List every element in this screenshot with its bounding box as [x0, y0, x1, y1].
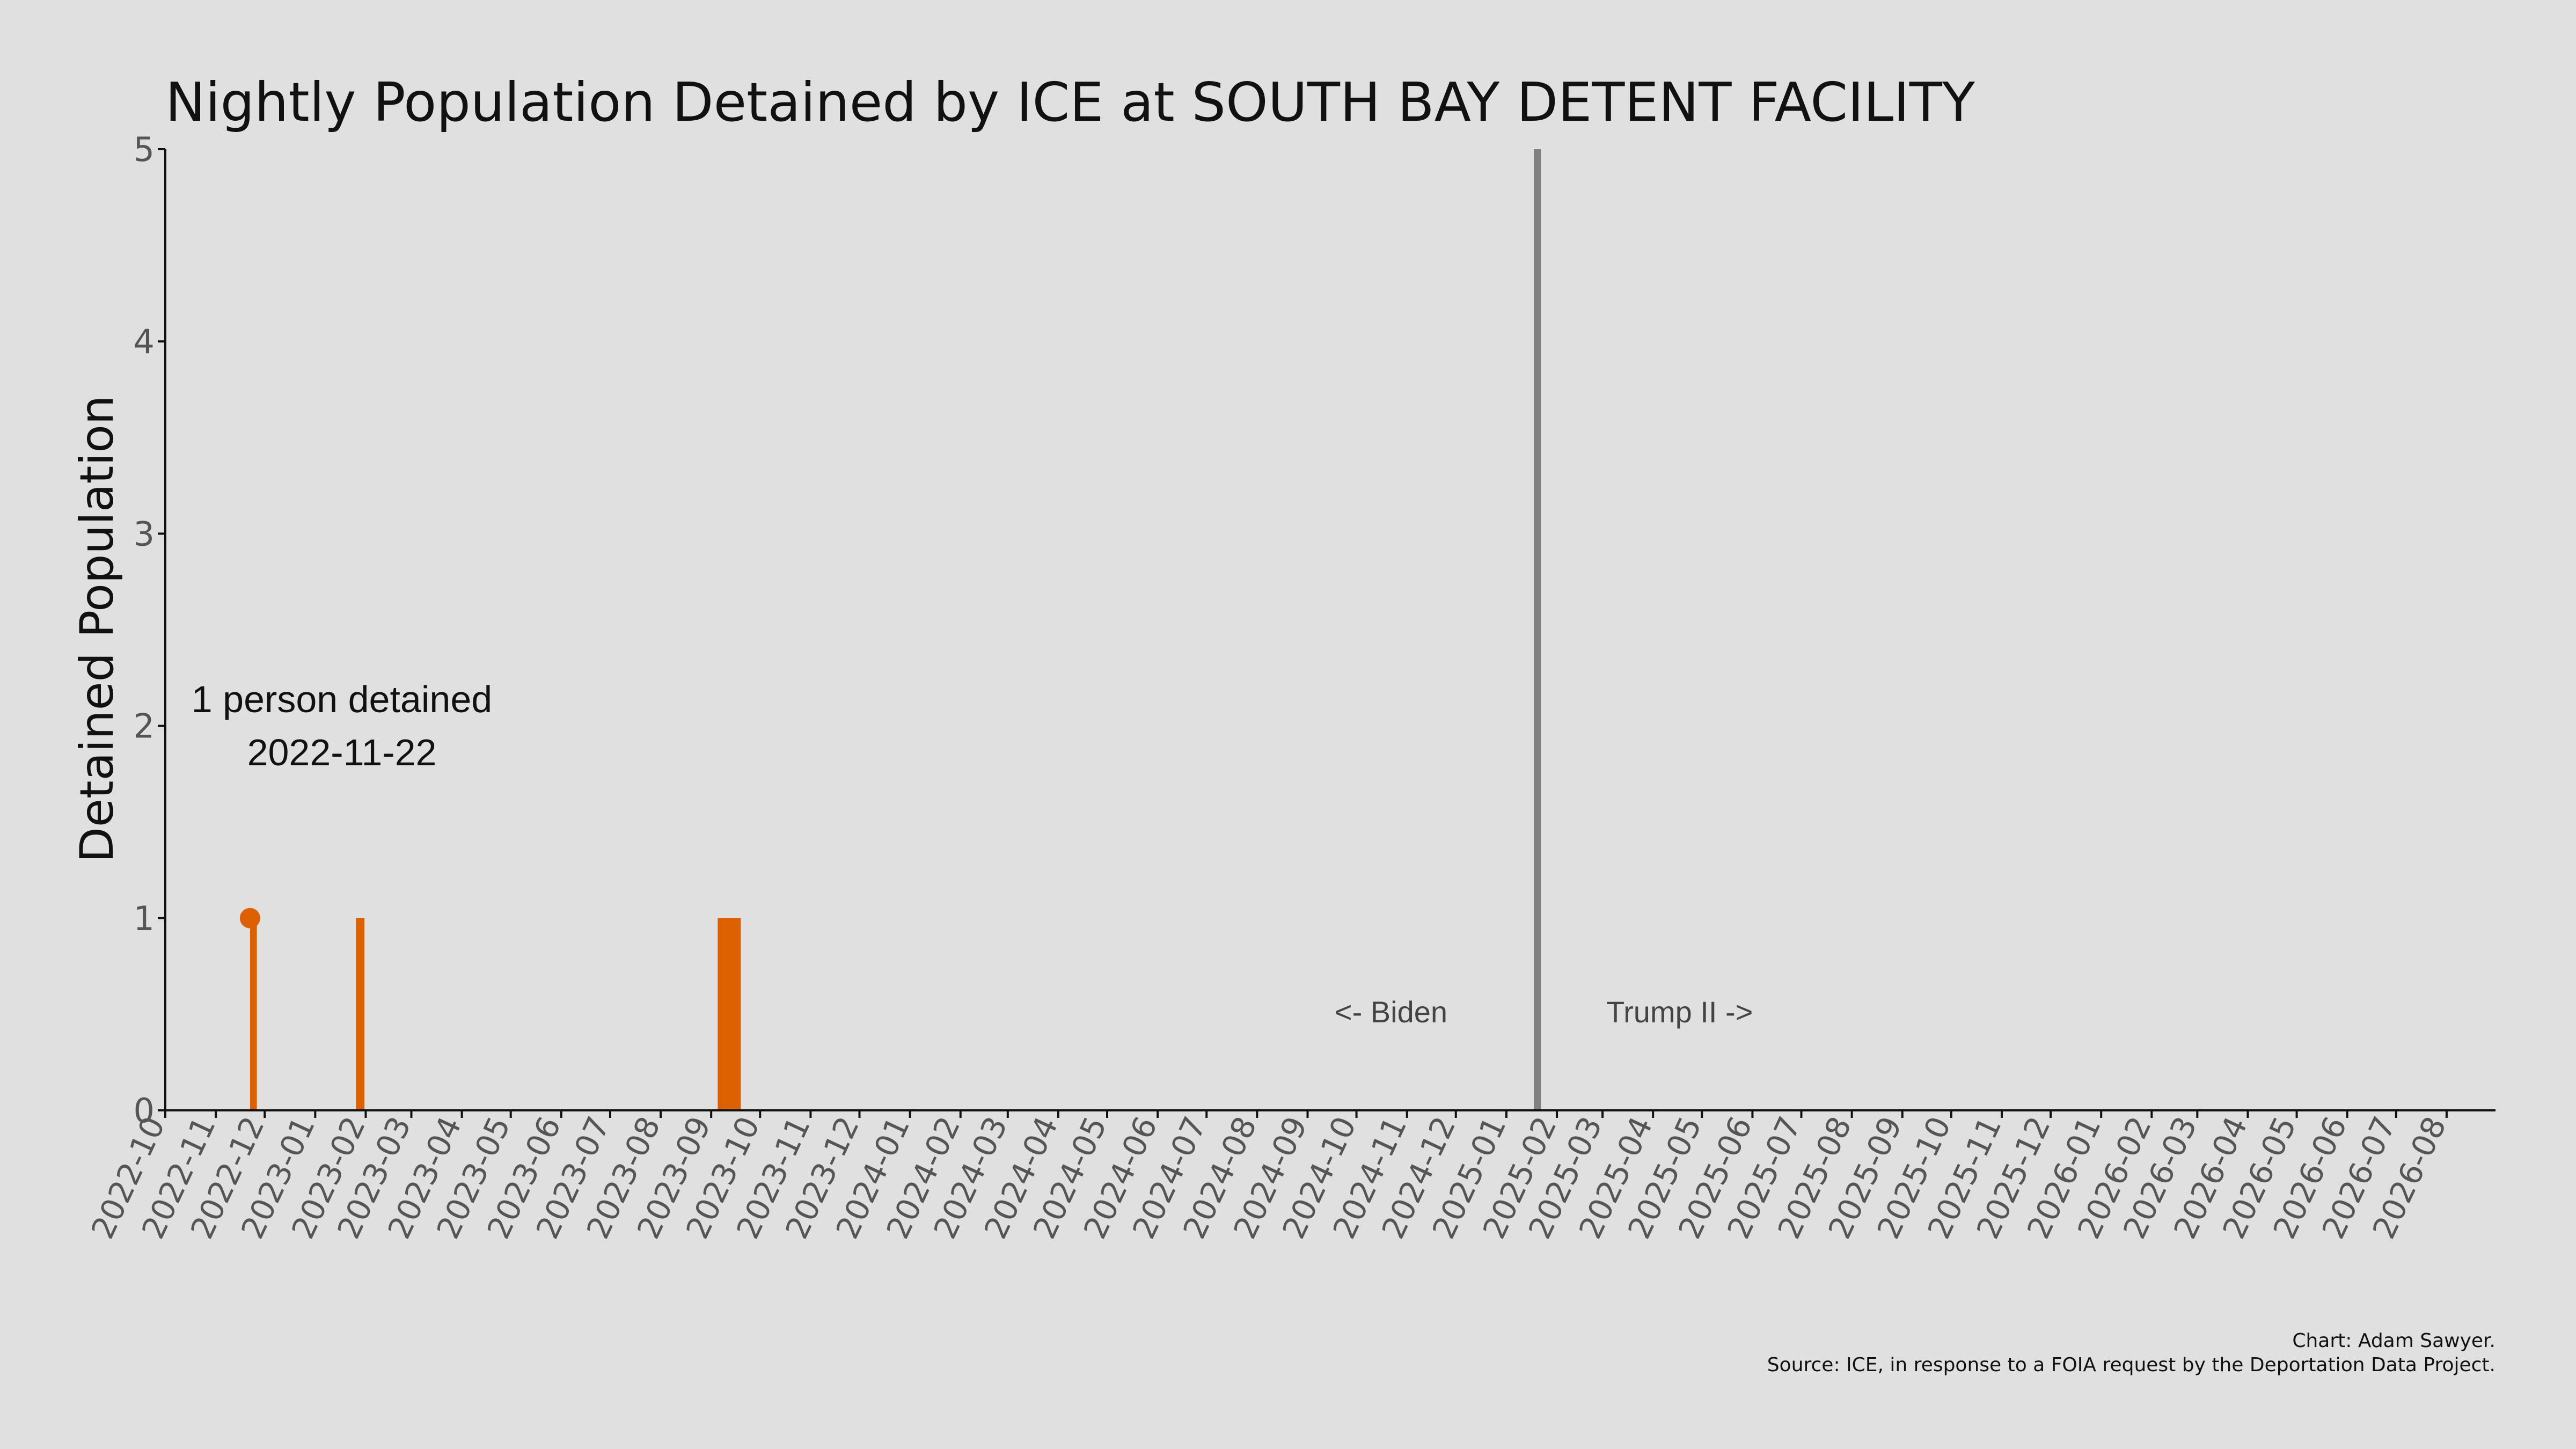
bar-2022-11-23: [251, 918, 254, 1110]
era-label-biden: <- Biden: [1335, 995, 1447, 1029]
y-axis-label: Detained Population: [70, 396, 124, 863]
bar-2023-09-10: [726, 918, 728, 1110]
y-tick-label-2: 2: [134, 707, 155, 746]
bar-2023-09-15: [734, 918, 736, 1110]
bar-2023-01-28: [359, 918, 361, 1110]
era-label-trump: Trump II ->: [1606, 995, 1753, 1029]
bar-2023-09-16: [735, 918, 738, 1110]
y-tick-label-3: 3: [134, 514, 155, 553]
bar-2023-09-09: [724, 918, 727, 1110]
bar-2023-01-27: [357, 918, 360, 1110]
bar-2022-11-22: [250, 918, 252, 1110]
highlight-marker: [239, 908, 260, 928]
bar-2023-09-05: [718, 918, 720, 1110]
y-ticks: 0 1 2 3 4 5: [134, 130, 165, 1130]
bar-2023-09-11: [727, 918, 730, 1110]
bar-2022-11-25: [255, 918, 257, 1110]
bar-2023-09-14: [732, 918, 735, 1110]
bar-2023-01-29: [361, 918, 363, 1110]
y-tick-label-5: 5: [134, 130, 155, 169]
bar-2023-09-17: [737, 918, 740, 1110]
axes-layer: [164, 149, 2496, 1111]
credit-author: Chart: Adam Sawyer.: [2292, 1330, 2496, 1352]
bar-2023-09-13: [730, 918, 733, 1110]
bar-2023-01-30: [362, 918, 365, 1110]
x-ticks: 2022-102022-112022-122023-012023-022023-…: [84, 1110, 2454, 1245]
bar-2023-09-18: [738, 918, 741, 1110]
bar-2023-09-06: [719, 918, 721, 1110]
bar-2023-01-26: [356, 918, 358, 1110]
highlight-label-date: 2022-11-22: [247, 731, 437, 773]
y-tick-label-0: 0: [134, 1091, 155, 1130]
bar-2022-11-24: [253, 918, 255, 1110]
bar-2023-09-07: [721, 918, 723, 1110]
y-tick-label-1: 1: [134, 899, 155, 938]
credit-source: Source: ICE, in response to a FOIA reque…: [1767, 1354, 2496, 1376]
highlight-label-count: 1 person detained: [192, 678, 492, 720]
bar-2023-09-12: [729, 918, 731, 1110]
bars-layer: [239, 908, 741, 1110]
bar-2023-09-08: [722, 918, 725, 1110]
chart-title: Nightly Population Detained by ICE at SO…: [165, 71, 1975, 134]
y-tick-label-4: 4: [134, 322, 155, 361]
